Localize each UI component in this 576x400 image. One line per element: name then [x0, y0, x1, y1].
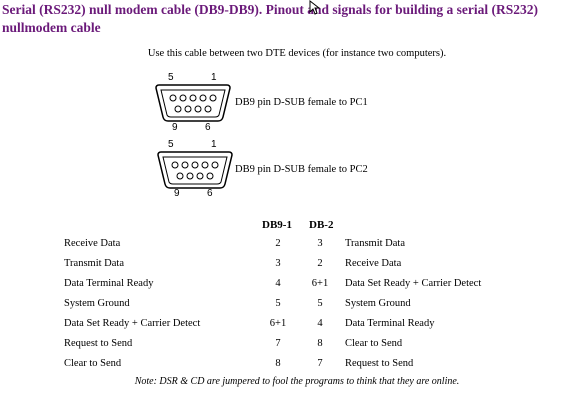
page-title: Serial (RS232) null modem cable (DB9-DB9… [2, 2, 539, 35]
pin-db-2: 5 [317, 298, 323, 309]
mouse-cursor-icon [309, 0, 321, 15]
left-signal: System Ground [64, 298, 130, 309]
pin-label-5: 5 [168, 72, 174, 83]
column-header-db-2: DB-2 [309, 219, 334, 231]
pin-db-2: 3 [317, 238, 323, 249]
pin-label-6: 6 [207, 188, 213, 199]
pin-db-2: 2 [317, 258, 323, 269]
left-signal: Transmit Data [64, 258, 124, 269]
right-signal: Data Set Ready + Carrier Detect [345, 278, 482, 289]
pin-db9-1: 7 [275, 338, 281, 349]
pin-db9-1: 2 [275, 238, 281, 249]
table-row: Data Terminal Ready 4 6+1 Data Set Ready… [0, 278, 576, 292]
pin-label-1: 1 [211, 139, 217, 150]
pin-db9-1: 8 [275, 358, 281, 369]
left-signal: Data Set Ready + Carrier Detect [64, 318, 201, 329]
right-signal: Clear to Send [345, 338, 403, 349]
left-signal: Clear to Send [64, 358, 122, 369]
right-signal: Data Terminal Ready [345, 318, 435, 329]
left-signal: Request to Send [64, 338, 133, 349]
connector-label: DB9 pin D-SUB female to PC1 [235, 97, 368, 108]
table-row: Transmit Data 3 2 Receive Data [0, 258, 576, 272]
pin-db-2: 8 [317, 338, 323, 349]
db9-connector-icon [155, 84, 231, 122]
right-signal: Receive Data [345, 258, 402, 269]
pin-label-9: 9 [172, 122, 178, 133]
pin-db9-1: 4 [275, 278, 281, 289]
table-row: Receive Data 2 3 Transmit Data [0, 238, 576, 252]
connector-pc2: 5 1 DB9 pin D-SUB female to PC2 9 6 [0, 139, 576, 201]
pin-label-6: 6 [205, 122, 211, 133]
pin-db9-1: 5 [275, 298, 281, 309]
table-row: Request to Send 7 8 Clear to Send [0, 338, 576, 352]
footnote: Note: DSR & CD are jumpered to fool the … [134, 376, 460, 387]
db9-connector-icon [157, 151, 233, 189]
table-row: Data Set Ready + Carrier Detect 6+1 4 Da… [0, 318, 576, 332]
pin-db-2: 7 [317, 358, 323, 369]
left-signal: Data Terminal Ready [64, 278, 154, 289]
table-row: System Ground 5 5 System Ground [0, 298, 576, 312]
pin-label-1: 1 [211, 72, 217, 83]
connector-label: DB9 pin D-SUB female to PC2 [235, 164, 368, 175]
right-signal: System Ground [345, 298, 411, 309]
left-signal: Receive Data [64, 238, 121, 249]
right-signal: Transmit Data [345, 238, 405, 249]
table-row: Clear to Send 8 7 Request to Send [0, 358, 576, 372]
pin-db-2: 6+1 [311, 278, 329, 289]
pin-db9-1: 3 [275, 258, 281, 269]
intro-text: Use this cable between two DTE devices (… [147, 48, 447, 59]
pin-label-9: 9 [174, 188, 180, 199]
right-signal: Request to Send [345, 358, 414, 369]
pin-db9-1: 6+1 [269, 318, 287, 329]
connector-pc1: 5 1 DB9 pin D-SUB female to PC1 9 6 [0, 72, 576, 134]
pin-db-2: 4 [317, 318, 323, 329]
pin-label-5: 5 [168, 139, 174, 150]
column-header-db9-1: DB9-1 [262, 219, 292, 231]
